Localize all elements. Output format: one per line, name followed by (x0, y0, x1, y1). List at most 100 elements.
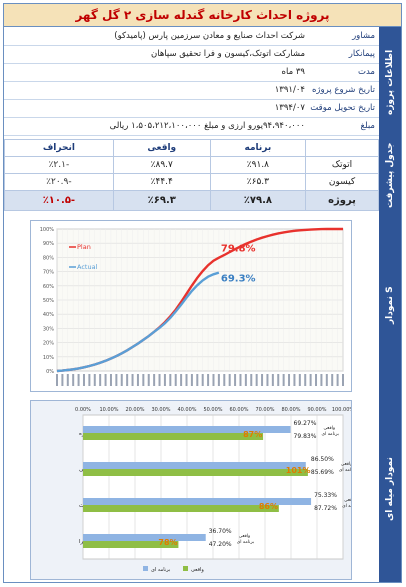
row-tag-actual: واقعی (239, 534, 251, 539)
row-actual: ٪۴۴.۴ (112, 173, 211, 191)
row-actual: ٪۸۹.۷ (112, 156, 211, 174)
progress-header-blank (305, 139, 379, 157)
x-tick-mark (88, 374, 91, 386)
x-tick-mark (93, 374, 96, 386)
bar-plan (83, 534, 206, 541)
x-tick-mark (142, 374, 145, 386)
x-tick-mark (163, 374, 166, 386)
row-program: ٪۹۱.۸ (209, 156, 307, 174)
progress-header-program: برنامه (209, 139, 307, 157)
scurve-svg: 0% 10% 20% 30% 40% 50% 60% 70% 80% 90% 100% Plan Act… (40, 227, 344, 386)
plan-value-label: 85.69% (311, 469, 334, 476)
x-tick-mark (342, 374, 344, 386)
x-tick-mark (174, 374, 177, 386)
progress-table: برنامه واقعی انحراف اتوتک ٪۹۱.۸ ٪۸۹.۷ -٪… (4, 139, 379, 211)
report-frame: پروژه احداث کارخانه گندله سازی ۲ گل گهر … (3, 3, 402, 583)
x-tick-mark (158, 374, 161, 386)
bar-actual (83, 505, 279, 512)
series-line-actual (56, 271, 220, 373)
ratio-label: 78% (158, 538, 177, 547)
x-tick-mark (72, 374, 75, 386)
legend-plan: Plan (77, 243, 91, 251)
row-tag-plan: برنامه ای (342, 504, 351, 509)
page-title: پروژه احداث کارخانه گندله سازی ۲ گل گهر (4, 4, 401, 27)
info-label: تاریخ شروع پروژه (311, 85, 375, 95)
x-tick-mark (153, 374, 156, 386)
x-tick-label: 80.00% (281, 407, 300, 413)
y-tick-label: 0% (46, 369, 54, 375)
info-value: مشارکت اتوتک،کیسون و فرا تحقیق سپاهان (150, 49, 305, 59)
row-tag-actual: واقعی (344, 498, 351, 503)
total-deviation: -٪۱۰.۵ (4, 190, 114, 211)
plan-value-label: 79.83% (294, 433, 317, 440)
bar-svg: 0.00% 10.00% 20.00% 30.00% 40.00% 50.00% 60.00… (75, 407, 359, 573)
x-tick-mark (331, 374, 334, 386)
x-tick-mark (217, 374, 220, 386)
x-tick-mark (315, 374, 318, 386)
y-tick-label: 90% (43, 241, 54, 247)
x-tick-mark (201, 374, 204, 386)
x-tick-mark (336, 374, 339, 386)
table-row: اتوتک ٪۹۱.۸ ٪۸۹.۷ -٪۲.۱ (4, 156, 379, 174)
x-tick-mark (66, 374, 69, 386)
row-tag-plan: برنامه ای (237, 540, 254, 545)
x-tick-mark (109, 374, 112, 386)
info-label: پیمانکار (348, 49, 375, 59)
plan-value-label: 47.20% (209, 541, 232, 548)
x-tick-mark (250, 374, 253, 386)
x-tick-mark (244, 374, 247, 386)
x-tick-mark (293, 374, 296, 386)
x-tick-label: 30.00% (151, 407, 170, 413)
x-tick-mark (266, 374, 269, 386)
legend-plan: برنامه ای (151, 567, 170, 573)
x-tick-mark (104, 374, 107, 386)
bar-section-label: نمودار میله ای (379, 396, 401, 583)
info-section-label: اطلاعات پروژه (379, 27, 401, 138)
x-tick-mark (82, 374, 85, 386)
info-label: مبلغ (360, 121, 375, 131)
x-tick-mark (223, 374, 226, 386)
actual-annotation: 69.3% (221, 274, 256, 285)
info-row: مبلغ ۹۴،۹۴۰،۰۰۰یورو ارزی و مبلغ ۱،۵۰۵،۲۱۲… (4, 118, 379, 136)
actual-value-label: 86.50% (311, 456, 334, 463)
x-tick-mark (56, 374, 58, 386)
progress-header-deviation: انحراف (4, 139, 114, 157)
row-tag-plan: برنامه ای (339, 468, 351, 473)
x-tick-mark (304, 374, 307, 386)
info-label: مشاور (352, 31, 375, 41)
total-program: ٪۷۹.۸ (209, 190, 307, 211)
scurve-chart: 0% 10% 20% 30% 40% 50% 60% 70% 80% 90% 100% Plan Act… (30, 220, 352, 392)
x-tick-mark (120, 374, 123, 386)
x-tick-mark (234, 374, 237, 386)
row-name: کیسون (305, 173, 379, 191)
y-tick-label: 40% (43, 312, 54, 318)
x-tick-mark (288, 374, 291, 386)
x-tick-mark (126, 374, 129, 386)
x-tick-mark (212, 374, 215, 386)
bar-plan (83, 426, 291, 433)
row-deviation: -٪۲.۱ (4, 156, 114, 174)
y-tick-label: 60% (43, 284, 54, 290)
info-value: ۱۳۹۱/۰۴ (274, 85, 305, 95)
x-tick-mark (320, 374, 323, 386)
x-tick-label: 40.00% (177, 407, 196, 413)
progress-header-actual: واقعی (112, 139, 211, 157)
y-tick-label: 50% (43, 298, 54, 304)
table-row: کیسون ٪۶۵.۳ ٪۴۴.۴ -٪۲۰.۹ (4, 173, 379, 191)
x-tick-mark (271, 374, 274, 386)
y-tick-label: 80% (43, 255, 54, 261)
x-tick-mark (207, 374, 210, 386)
x-tick-mark (298, 374, 301, 386)
row-tag-actual: واقعی (341, 462, 351, 467)
x-tick-mark (255, 374, 258, 386)
x-tick-mark (180, 374, 183, 386)
x-tick-label: 100.00% (332, 407, 351, 413)
legend-actual: واقعی (191, 567, 204, 573)
plan-annotation: 79.8% (221, 243, 256, 254)
actual-value-label: 69.27% (294, 420, 317, 427)
ratio-label: 87% (243, 430, 262, 439)
bar-actual (83, 541, 179, 548)
x-tick-mark (131, 374, 134, 386)
x-tick-mark (185, 374, 188, 386)
info-label: تاریخ تحویل موقت (310, 103, 375, 113)
